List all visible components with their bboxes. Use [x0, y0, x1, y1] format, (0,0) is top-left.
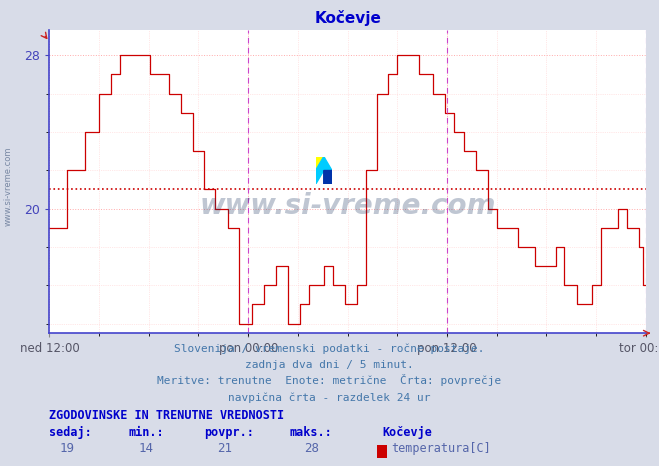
- Polygon shape: [316, 157, 324, 171]
- Text: temperatura[C]: temperatura[C]: [391, 442, 491, 455]
- Polygon shape: [324, 171, 332, 185]
- Polygon shape: [324, 157, 332, 171]
- Text: Meritve: trenutne  Enote: metrične  Črta: povprečje: Meritve: trenutne Enote: metrične Črta: …: [158, 375, 501, 386]
- Text: Kočevje: Kočevje: [382, 426, 432, 439]
- Text: www.si-vreme.com: www.si-vreme.com: [200, 192, 496, 220]
- Text: min.:: min.:: [129, 426, 164, 439]
- Polygon shape: [316, 171, 324, 185]
- Polygon shape: [316, 157, 324, 171]
- Polygon shape: [324, 171, 332, 185]
- Text: 14: 14: [138, 442, 154, 455]
- Text: 21: 21: [217, 442, 233, 455]
- Text: navpična črta - razdelek 24 ur: navpična črta - razdelek 24 ur: [228, 392, 431, 403]
- Text: zadnja dva dni / 5 minut.: zadnja dva dni / 5 minut.: [245, 360, 414, 370]
- Text: Slovenija / vremenski podatki - ročne postaje.: Slovenija / vremenski podatki - ročne po…: [174, 343, 485, 354]
- Title: Kočevje: Kočevje: [314, 10, 381, 27]
- Text: sedaj:: sedaj:: [49, 426, 92, 439]
- Text: povpr.:: povpr.:: [204, 426, 254, 439]
- Text: maks.:: maks.:: [290, 426, 333, 439]
- Text: 28: 28: [304, 442, 320, 455]
- Text: www.si-vreme.com: www.si-vreme.com: [3, 147, 13, 226]
- Text: 19: 19: [59, 442, 74, 455]
- Text: ZGODOVINSKE IN TRENUTNE VREDNOSTI: ZGODOVINSKE IN TRENUTNE VREDNOSTI: [49, 410, 285, 422]
